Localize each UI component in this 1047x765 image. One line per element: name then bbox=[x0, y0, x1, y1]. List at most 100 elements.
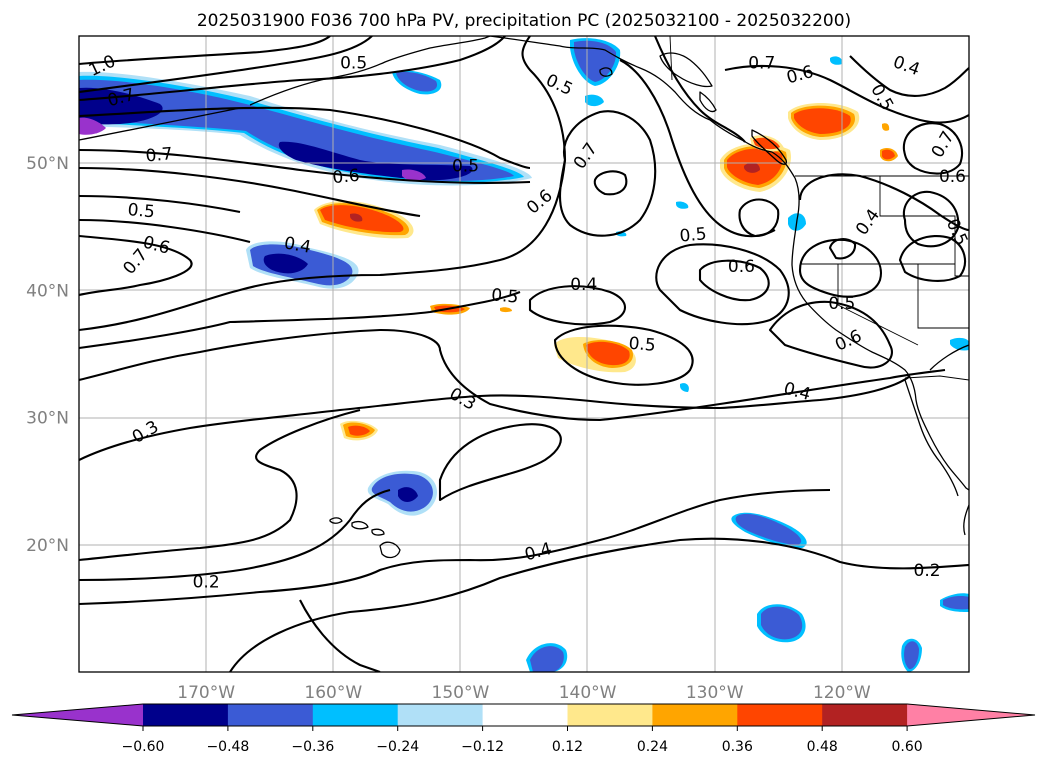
pv-contour bbox=[593, 170, 628, 196]
colorbar-tick-label: 0.60 bbox=[892, 739, 923, 755]
contour-label: 0.5 bbox=[628, 334, 657, 356]
colorbar-swatch bbox=[227, 704, 314, 726]
contour-label: 0.5 bbox=[679, 224, 708, 246]
precip-blob-negative bbox=[79, 79, 514, 182]
pv-contour bbox=[79, 106, 531, 170]
lon-tick-label: 160°W bbox=[304, 683, 362, 703]
pv-contour bbox=[79, 36, 567, 332]
pv-contour bbox=[559, 110, 657, 237]
precip-blob-positive bbox=[794, 108, 851, 134]
precip-blob-negative bbox=[761, 606, 803, 640]
pv-contour bbox=[798, 173, 969, 232]
precip-blob-negative bbox=[943, 596, 969, 610]
precip-blob-positive bbox=[882, 149, 895, 160]
precip-blob-positive bbox=[348, 425, 370, 436]
contour-label: 0.4 bbox=[570, 275, 597, 295]
pv-contour bbox=[79, 291, 521, 350]
precip-blob-negative bbox=[830, 56, 843, 65]
pv-contour bbox=[79, 328, 946, 422]
coastline-bc-coast bbox=[709, 119, 796, 179]
colorbar-tick-label: −0.48 bbox=[206, 739, 249, 755]
pv-contour bbox=[299, 599, 381, 672]
precip-blob-negative bbox=[735, 513, 802, 545]
contour-label: 0.6 bbox=[332, 166, 361, 188]
pv-contour bbox=[79, 408, 361, 562]
colorbar-tick-label: 0.12 bbox=[552, 739, 583, 755]
colorbar-tick-label: 0.48 bbox=[807, 739, 838, 755]
precip-blob-negative bbox=[79, 117, 106, 135]
coastline-islands bbox=[599, 67, 613, 77]
colorbar: −0.60 −0.48 −0.36 −0.24 −0.12 0.12 0.24 0.36 0.4… bbox=[11, 703, 1036, 755]
lon-tick-label: 130°W bbox=[686, 683, 744, 703]
pv-contour bbox=[798, 238, 882, 298]
pv-contour bbox=[654, 36, 746, 143]
contour-label: 0.5 bbox=[340, 54, 367, 74]
pv-contour bbox=[79, 488, 391, 582]
precip-blob-positive bbox=[586, 341, 630, 366]
coastline-vancouver-island bbox=[751, 129, 788, 165]
coastlines bbox=[79, 36, 969, 559]
colorbar-extend-min bbox=[12, 704, 143, 726]
colorbar-swatch bbox=[567, 704, 653, 726]
pv-contour bbox=[698, 259, 770, 302]
contour-label: 0.2 bbox=[193, 573, 220, 593]
colorbar-tick-label: −0.60 bbox=[122, 739, 165, 755]
border-us-mexico bbox=[904, 375, 969, 381]
pv-contours bbox=[79, 36, 969, 672]
pv-contour bbox=[79, 375, 911, 461]
pv-contour bbox=[79, 166, 421, 218]
precip-blob-positive bbox=[350, 213, 363, 222]
lat-tick-label: 20°N bbox=[26, 536, 69, 556]
political-borders bbox=[669, 36, 969, 381]
coastline-aleutians bbox=[79, 107, 241, 141]
precip-blob-negative bbox=[398, 487, 418, 502]
lon-tick-label: 120°W bbox=[813, 683, 871, 703]
colorbar-swatch bbox=[822, 704, 908, 726]
contour-label: 0.4 bbox=[282, 233, 312, 257]
coastline-gulf-alaska bbox=[489, 36, 711, 121]
lat-tick-label: 40°N bbox=[26, 281, 69, 301]
pv-contour bbox=[738, 198, 780, 238]
colorbar-swatch bbox=[397, 704, 484, 726]
contour-label: 0.6 bbox=[939, 167, 966, 187]
colorbar-tick-label: 0.36 bbox=[722, 739, 753, 755]
border-state bbox=[837, 264, 919, 346]
precip-blob-positive bbox=[500, 307, 512, 313]
pv-contour bbox=[898, 235, 967, 282]
pv-contour bbox=[79, 488, 831, 606]
pv-contour bbox=[655, 243, 790, 326]
pv-contour bbox=[79, 36, 331, 66]
precip-blob-negative bbox=[396, 71, 438, 92]
pv-contour bbox=[438, 423, 562, 502]
pv-contour bbox=[79, 36, 506, 102]
pv-contour bbox=[528, 285, 627, 326]
colorbar-tick-label: 0.24 bbox=[637, 739, 668, 755]
map-background bbox=[79, 36, 969, 672]
precip-blob-negative bbox=[278, 141, 473, 181]
border-state bbox=[917, 264, 969, 329]
precip-blob-positive bbox=[882, 123, 890, 131]
coastline-islands bbox=[659, 52, 713, 88]
precip-blob-negative bbox=[680, 383, 689, 392]
pv-contour bbox=[553, 324, 694, 386]
contour-label: 0.7 bbox=[145, 144, 174, 166]
pv-contour bbox=[902, 122, 963, 175]
colorbar-extend-max bbox=[907, 704, 1035, 726]
map-gridlines bbox=[79, 36, 969, 672]
pv-contour bbox=[849, 55, 969, 97]
pv-contour bbox=[79, 194, 241, 214]
precip-blob-negative bbox=[585, 94, 604, 107]
precip-blob-negative bbox=[263, 253, 308, 274]
pv-contour bbox=[79, 234, 193, 297]
colorbar-swatch bbox=[312, 704, 399, 726]
coastline-us-west bbox=[791, 177, 969, 491]
contour-label: 0.6 bbox=[728, 257, 755, 277]
pv-contour bbox=[79, 36, 373, 94]
contour-label: 0.5 bbox=[127, 200, 156, 222]
colorbar-swatch bbox=[482, 704, 568, 726]
contour-label: 0.5 bbox=[828, 294, 855, 314]
contour-label: 0.7 bbox=[748, 54, 775, 74]
pv-contour bbox=[79, 218, 251, 244]
figure-title: 2025031900 F036 700 hPa PV, precipitatio… bbox=[197, 11, 851, 31]
